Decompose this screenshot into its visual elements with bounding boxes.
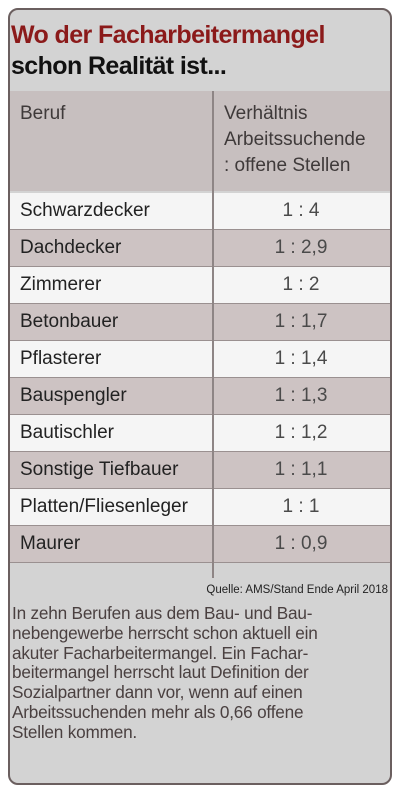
cell-beruf: Pflasterer [20, 348, 102, 369]
cell-beruf: Zimmerer [20, 274, 102, 295]
cell-beruf: Bautischler [20, 422, 114, 443]
column-divider [212, 91, 214, 578]
table-header: Beruf Verhältnis Arbeitssuchende : offen… [10, 91, 390, 191]
table-row: Pflasterer 1 : 1,4 [10, 341, 390, 378]
cell-ratio: 1 : 2 [282, 274, 320, 295]
column-header-ratio-line: Verhältnis [224, 103, 308, 124]
table-row: Bauspengler 1 : 1,3 [10, 378, 390, 415]
title-line-1: Wo der Facharbeitermangel [11, 21, 325, 49]
source-note: Quelle: AMS/Stand Ende April 2018 [206, 584, 388, 596]
column-header-ratio: Verhältnis Arbeitssuchende : offene Stel… [224, 101, 390, 179]
column-header-ratio-line: : offene Stellen [224, 155, 351, 176]
cell-ratio: 1 : 1,2 [274, 422, 328, 443]
cell-ratio: 1 : 1,4 [274, 348, 328, 369]
description: In zehn Berufen aus dem Bau- und Bau- ne… [12, 603, 382, 743]
table-row: Dachdecker 1 : 2,9 [10, 230, 390, 267]
column-header-beruf: Beruf [20, 103, 66, 124]
cell-beruf: Bauspengler [20, 385, 127, 406]
table-row: Betonbauer 1 : 1,7 [10, 304, 390, 341]
description-line: In zehn Berufen aus dem Bau- und Bau- [12, 603, 313, 623]
cell-beruf: Dachdecker [20, 237, 122, 258]
cell-beruf: Platten/Fliesenleger [20, 496, 188, 517]
table-row: Maurer 1 : 0,9 [10, 526, 390, 563]
infobox-title: Wo der Facharbeitermangel schon Realität… [11, 20, 381, 82]
cell-beruf: Maurer [20, 533, 81, 554]
column-header-ratio-line: Arbeitssuchende [224, 129, 366, 150]
description-line: Sozialpartner dann vor, wenn auf einen [12, 682, 303, 703]
cell-beruf: Sonstige Tiefbauer [20, 459, 179, 480]
table-row: Schwarzdecker 1 : 4 [10, 193, 390, 230]
description-line: akuter Facharbeitermangel. Ein Fachar- [12, 642, 309, 663]
cell-ratio: 1 : 4 [282, 200, 320, 221]
description-line: Arbeitssuchenden mehr als 0,66 offene [12, 701, 304, 722]
title-line-2: schon Realität ist... [11, 52, 227, 80]
description-line: beitermangel herrscht laut Definition de… [12, 662, 309, 683]
cell-ratio: 1 : 1,3 [274, 385, 328, 406]
table-row: Zimmerer 1 : 2 [10, 267, 390, 304]
table-row: Platten/Fliesenleger 1 : 1 [10, 489, 390, 526]
cell-ratio: 1 : 2,9 [274, 237, 328, 258]
cell-ratio: 1 : 1,7 [274, 311, 328, 332]
table-row: Sonstige Tiefbauer 1 : 1,1 [10, 452, 390, 489]
cell-ratio: 1 : 0,9 [274, 533, 328, 554]
cell-beruf: Betonbauer [20, 311, 119, 332]
cell-beruf: Schwarzdecker [20, 200, 150, 221]
cell-ratio: 1 : 1,1 [274, 459, 328, 480]
description-line: Stellen kommen. [12, 721, 138, 742]
table-row: Bautischler 1 : 1,2 [10, 415, 390, 452]
description-line: nebengewerbe herrscht schon aktuell ein [12, 622, 318, 643]
cell-ratio: 1 : 1 [282, 496, 320, 517]
table-body: Schwarzdecker 1 : 4 Dachdecker 1 : 2,9 Z… [10, 193, 390, 563]
